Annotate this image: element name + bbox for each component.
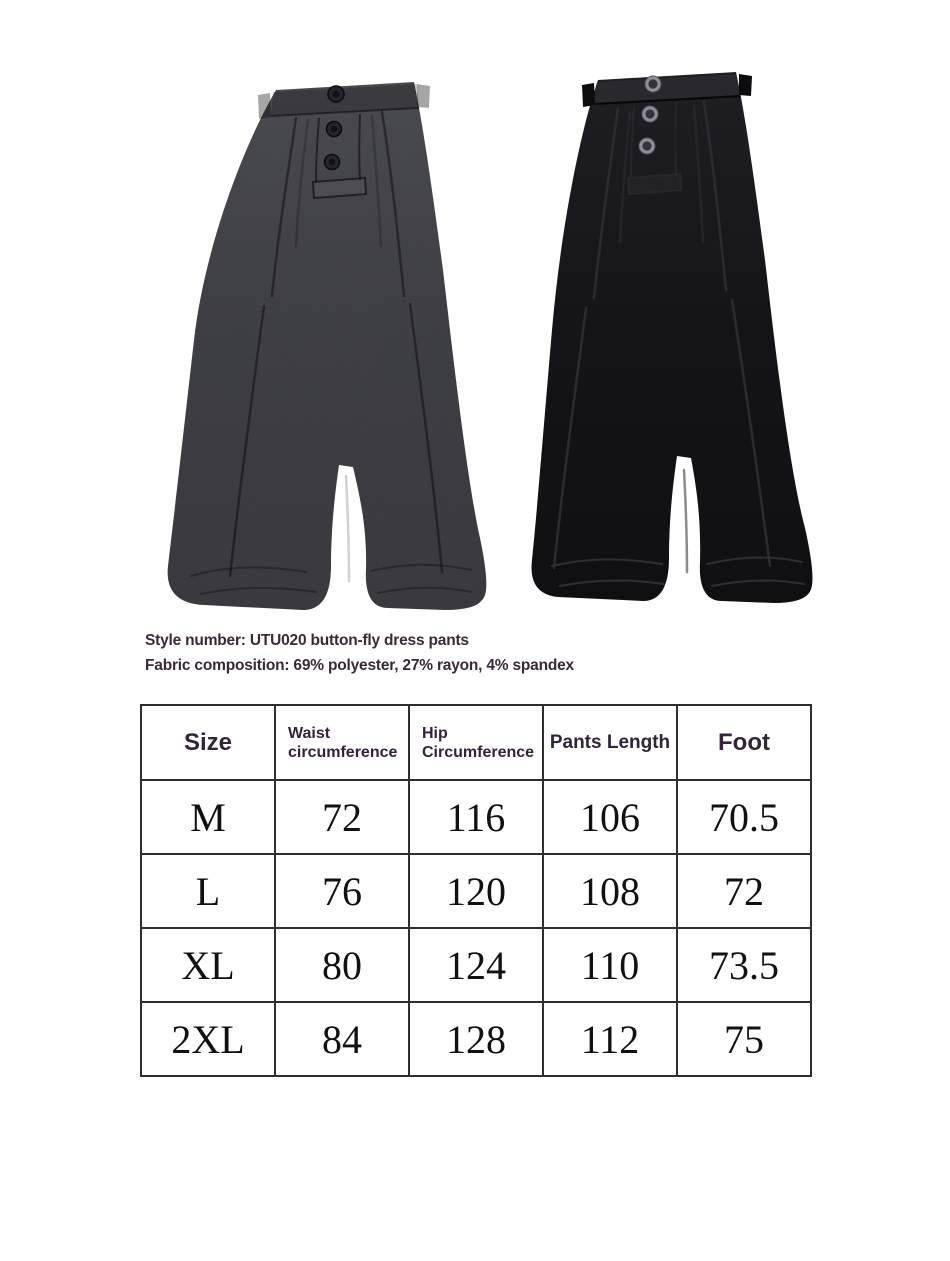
cell-hip: 120 <box>408 853 544 929</box>
col-header-waist: Waist circumference <box>274 704 410 781</box>
cell-hip: 128 <box>408 1001 544 1077</box>
col-header-hip: Hip Circumference <box>408 704 544 781</box>
cell-size: L <box>140 853 276 929</box>
header-row: Size Waist circumference Hip Circumferen… <box>140 704 812 781</box>
charcoal-belt-loop-right <box>417 84 430 108</box>
product-photo-black-pants <box>512 50 858 616</box>
cell-length: 106 <box>542 779 678 855</box>
cell-length: 108 <box>542 853 678 929</box>
charcoal-pants-hem-wrinkles <box>190 563 473 595</box>
cell-waist: 76 <box>274 853 410 929</box>
black-fly-buttons <box>638 75 662 155</box>
style-number-line: Style number: UTU020 button-fly dress pa… <box>145 632 469 649</box>
product-photo-charcoal-pants <box>146 56 494 626</box>
button-icon <box>323 153 341 171</box>
cell-size: 2XL <box>140 1001 276 1077</box>
charcoal-pants-creases <box>228 110 444 583</box>
button-icon <box>327 85 345 103</box>
black-pants-creases <box>552 100 772 574</box>
button-icon <box>638 137 656 155</box>
table-row-size-2xl: 2XL 84 128 112 75 <box>140 1001 812 1077</box>
size-chart-header: Size Waist circumference Hip Circumferen… <box>140 704 812 781</box>
cell-length: 110 <box>542 927 678 1003</box>
charcoal-belt-loop-left <box>258 93 271 119</box>
black-pants-silhouette <box>531 72 813 603</box>
cell-foot: 73.5 <box>676 927 812 1003</box>
black-belt-loop-left <box>582 83 595 107</box>
table-row-size-l: L 76 120 108 72 <box>140 853 812 929</box>
size-chart-table: Size Waist circumference Hip Circumferen… <box>140 704 812 1077</box>
button-icon <box>641 105 659 123</box>
black-waistband <box>594 74 740 104</box>
cell-length: 112 <box>542 1001 678 1077</box>
size-chart-body: M 72 116 106 70.5 L 76 120 108 72 XL 80 … <box>140 779 812 1077</box>
cell-hip: 116 <box>408 779 544 855</box>
cell-size: XL <box>140 927 276 1003</box>
black-belt-loop-right <box>739 74 752 96</box>
col-header-foot: Foot <box>676 704 812 781</box>
black-fly-placket <box>626 101 683 196</box>
cell-hip: 124 <box>408 927 544 1003</box>
table-row-size-m: M 72 116 106 70.5 <box>140 779 812 855</box>
charcoal-pants-illustration <box>167 82 487 610</box>
button-icon <box>644 75 662 93</box>
black-pants-illustration <box>531 72 813 603</box>
cell-foot: 72 <box>676 853 812 929</box>
fabric-composition-line: Fabric composition: 69% polyester, 27% r… <box>145 657 574 674</box>
charcoal-waistband <box>271 84 419 116</box>
cell-waist: 80 <box>274 927 410 1003</box>
cell-waist: 72 <box>274 779 410 855</box>
product-captions: Style number: UTU020 button-fly dress pa… <box>145 628 574 678</box>
charcoal-fly-buttons <box>323 85 345 171</box>
button-icon <box>325 120 343 138</box>
cell-size: M <box>140 779 276 855</box>
cell-foot: 70.5 <box>676 779 812 855</box>
cell-foot: 75 <box>676 1001 812 1077</box>
col-header-size: Size <box>140 704 276 781</box>
charcoal-fly-placket <box>311 113 368 200</box>
col-header-pants-length: Pants Length <box>542 704 678 781</box>
table-row-size-xl: XL 80 124 110 73.5 <box>140 927 812 1003</box>
cell-waist: 84 <box>274 1001 410 1077</box>
black-pants-hem-wrinkles <box>551 556 805 587</box>
